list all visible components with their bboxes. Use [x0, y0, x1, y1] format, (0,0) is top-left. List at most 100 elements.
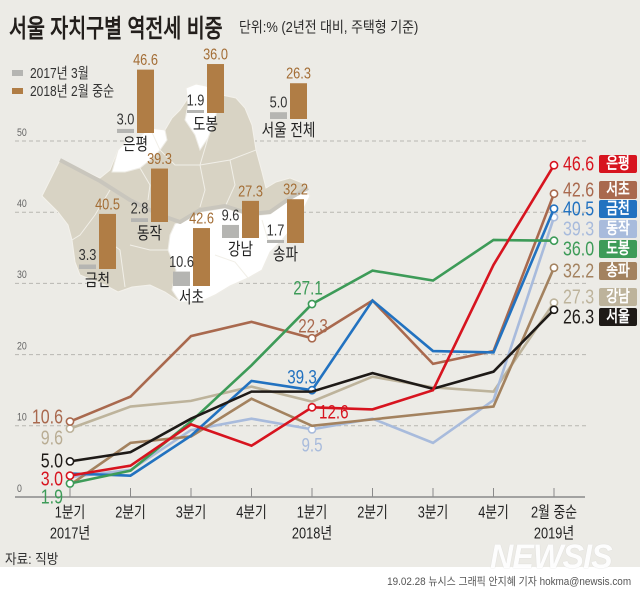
bar-2018-value: 26.3 — [286, 65, 311, 83]
bar-2017-march — [117, 128, 134, 133]
x-tick-label: 3분기 — [176, 503, 207, 522]
bar-2018-value: 27.3 — [238, 183, 263, 201]
end-value-label: 32.2 — [563, 260, 594, 282]
legend-badge-label: 서초 — [606, 180, 630, 199]
series-point-marker — [65, 424, 75, 434]
legend-item: 39.3 동작 — [563, 218, 637, 240]
grid: 0 10 20 30 40 50 — [15, 127, 586, 495]
x-year-label: 2019년 — [534, 524, 574, 543]
x-tick-label: 2분기 — [357, 503, 388, 522]
bar-2018-february — [207, 64, 224, 113]
y-tick-label: 0 — [17, 483, 22, 495]
infographic-chart: 0 10 20 30 40 50 3.0 46.6 은평 1.9 36.0 도봉 5.0 26.3 서울 전… — [12, 46, 637, 543]
district-name: 은평 — [123, 135, 148, 155]
district-bar-group: 1.7 32.2 송파 — [267, 181, 308, 264]
bar-2018-value: 42.6 — [189, 210, 214, 228]
data-label: 27.1 — [293, 277, 323, 299]
bar-2017-march — [267, 240, 284, 243]
district-border — [149, 127, 257, 166]
district-bar-group: 10.6 42.6 서초 — [169, 210, 214, 307]
district-name: 금천 — [85, 271, 110, 291]
series-point-marker — [549, 236, 559, 246]
legend-item: 27.3 강남 — [563, 286, 637, 308]
data-label: 12.6 — [319, 401, 349, 423]
bar-2018-value: 46.6 — [133, 52, 158, 70]
series-point-marker — [65, 479, 75, 488]
series-point-marker — [549, 189, 559, 199]
series-point-marker — [307, 333, 317, 343]
legend-badge — [599, 200, 637, 218]
bar-2018-february — [287, 199, 304, 243]
district-bar-group: 3.3 40.5 금천 — [79, 196, 120, 290]
legend-label: 2018년 2월 중순 — [30, 83, 114, 100]
x-tick-label: 2월 중순 — [531, 503, 577, 522]
series-1 — [65, 189, 559, 426]
bar-2017-value: 10.6 — [169, 254, 194, 272]
x-axis: 1분기 2분기 3분기 4분기 1분기 2분기 3분기 4분기 2월 중순 2017년 2018년 2… — [15, 488, 585, 543]
data-label: 5.0 — [41, 450, 63, 472]
bar-2018-february — [99, 213, 116, 269]
page-subtitle: 단위:% (2년전 대비, 주택형 기준) — [239, 19, 419, 36]
bar-2018-value: 32.2 — [283, 181, 308, 199]
han-river — [59, 158, 309, 224]
series-point-marker — [65, 417, 75, 426]
data-source: 자료: 직방 — [5, 551, 59, 567]
series-point-marker — [307, 402, 317, 412]
series-point-marker — [549, 305, 559, 315]
x-tick-label: 1분기 — [55, 503, 86, 522]
legend-item: 46.6 은평 — [563, 153, 637, 175]
series-line — [69, 308, 555, 463]
legend-swatch — [12, 88, 23, 94]
series-7 — [65, 305, 559, 466]
end-value-label: 36.0 — [563, 238, 594, 260]
annotations: 10.69.65.03.01.9 27.1 22.3 39.312.6 9.5 — [32, 277, 349, 508]
legend-badge-label: 서울 — [606, 307, 630, 326]
bar-2017-march — [187, 110, 204, 113]
bar-2017-value: 5.0 — [270, 94, 288, 112]
data-label: 39.3 — [287, 366, 317, 388]
page-title: 서울 자치구별 역전세 비중 — [9, 15, 223, 43]
district-border — [139, 167, 151, 201]
line-series — [65, 160, 559, 488]
bar-2017-value: 9.6 — [222, 207, 240, 225]
district-name: 도봉 — [193, 116, 218, 135]
district-border — [129, 244, 168, 251]
district-name: 서울 전체 — [262, 121, 316, 141]
legend-badge — [599, 181, 637, 199]
series-point-marker — [65, 456, 75, 466]
bar-2017-march — [79, 264, 96, 269]
legend-badge-label: 도봉 — [606, 239, 630, 258]
legend-item: 40.5 금천 — [563, 198, 637, 220]
series-point-marker — [549, 160, 559, 170]
series-point-marker — [549, 204, 559, 214]
x-tick-label: 2분기 — [115, 503, 146, 522]
legend-label: 2017년 3월 — [30, 65, 89, 82]
y-tick-label: 30 — [17, 269, 27, 281]
bar-2017-value: 1.9 — [187, 92, 205, 110]
bar-2018-value: 40.5 — [95, 196, 120, 214]
legend-item: 26.3 서울 — [563, 306, 637, 328]
legend-badge-label: 금천 — [606, 199, 630, 218]
bar-2017-march — [270, 112, 287, 119]
legend-item: 32.2 송파 — [563, 260, 637, 282]
bar-2018-value: 36.0 — [203, 46, 228, 64]
legend-swatch — [12, 70, 23, 76]
district-name: 동작 — [137, 224, 162, 244]
bar-2017-march — [173, 271, 190, 286]
series-point-marker — [307, 299, 317, 309]
series-point-marker — [549, 263, 559, 273]
district-bar-group: 9.6 27.3 강남 — [222, 183, 263, 259]
end-value-label: 26.3 — [563, 306, 594, 328]
district-bar-group: 3.0 46.6 은평 — [117, 52, 158, 155]
legend-badge — [599, 262, 637, 280]
end-value-label: 42.6 — [563, 179, 594, 201]
district-name: 강남 — [228, 240, 253, 260]
data-label: 22.3 — [298, 315, 328, 337]
district-name: 송파 — [273, 245, 298, 265]
x-year-label: 2017년 — [50, 524, 90, 543]
series-0 — [65, 160, 559, 481]
bar-2017-march — [222, 224, 239, 238]
series-point-marker — [65, 471, 75, 481]
series-2 — [69, 204, 559, 477]
